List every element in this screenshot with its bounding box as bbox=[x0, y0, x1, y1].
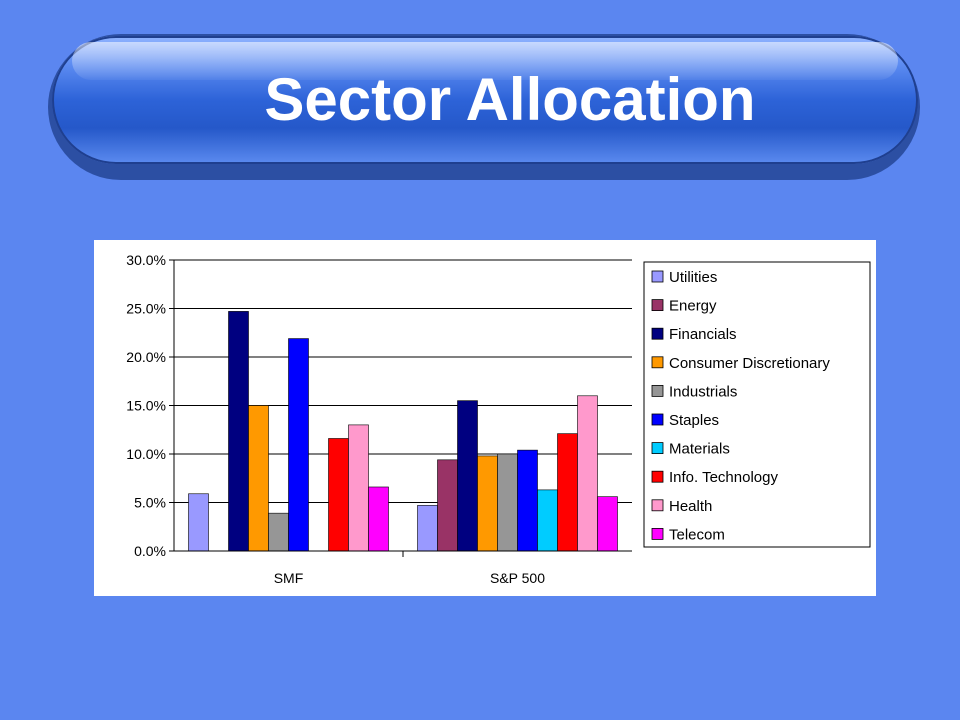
y-tick-label: 10.0% bbox=[126, 446, 166, 462]
bar bbox=[288, 338, 309, 552]
x-tick-label: SMF bbox=[274, 570, 304, 586]
legend-swatch bbox=[651, 270, 664, 283]
bar bbox=[557, 433, 578, 552]
legend-label: Materials bbox=[669, 441, 730, 458]
bar bbox=[597, 496, 618, 552]
legend-swatch bbox=[651, 356, 664, 369]
bar bbox=[517, 449, 538, 552]
y-tick-label: 20.0% bbox=[126, 349, 166, 365]
bar bbox=[328, 438, 349, 552]
x-tick-label: S&P 500 bbox=[490, 570, 545, 586]
legend-swatch bbox=[651, 499, 664, 512]
bar bbox=[417, 505, 438, 552]
bars bbox=[188, 311, 618, 552]
y-tick-label: 15.0% bbox=[126, 398, 166, 414]
legend-swatch bbox=[651, 327, 664, 340]
bar bbox=[188, 493, 209, 552]
bar bbox=[497, 453, 518, 552]
y-tick-label: 5.0% bbox=[134, 495, 166, 511]
legend-label: Staples bbox=[669, 412, 719, 429]
legend-swatch bbox=[651, 442, 664, 455]
bar bbox=[348, 424, 369, 552]
y-tick-label: 25.0% bbox=[126, 301, 166, 317]
legend-label: Industrials bbox=[669, 383, 737, 400]
bar bbox=[368, 486, 389, 552]
legend: Utilities Energy Financials Consumer Discre… bbox=[643, 261, 871, 548]
slide-title: Sector Allocation bbox=[264, 66, 756, 133]
legend-swatch bbox=[651, 384, 664, 397]
legend-label: Consumer Discretionary bbox=[669, 355, 830, 372]
legend-label: Financials bbox=[669, 326, 737, 343]
bar bbox=[537, 489, 558, 552]
bar bbox=[457, 400, 478, 552]
legend-label: Utilities bbox=[669, 269, 717, 286]
bar bbox=[477, 455, 498, 552]
legend-swatch bbox=[651, 413, 664, 426]
legend-swatch bbox=[651, 470, 664, 483]
bar bbox=[248, 405, 269, 552]
legend-label: Telecom bbox=[669, 526, 725, 543]
legend-box bbox=[643, 261, 871, 548]
legend-label: Health bbox=[669, 498, 712, 515]
axes: 0.0% 5.0% 10.0% 15.0% 20.0% 25.0% 30.0% SMF S&P … bbox=[126, 252, 632, 586]
bar bbox=[268, 512, 289, 552]
legend-swatch bbox=[651, 528, 664, 540]
legend-label: Energy bbox=[669, 298, 717, 315]
bar bbox=[437, 459, 458, 552]
y-tick-label: 0.0% bbox=[134, 543, 166, 559]
legend-swatch bbox=[651, 299, 664, 312]
bar bbox=[577, 395, 598, 552]
legend-label: Info. Technology bbox=[669, 469, 778, 486]
y-tick-label: 30.0% bbox=[126, 252, 166, 268]
title-banner-gloss bbox=[72, 42, 898, 80]
bar bbox=[228, 311, 249, 552]
